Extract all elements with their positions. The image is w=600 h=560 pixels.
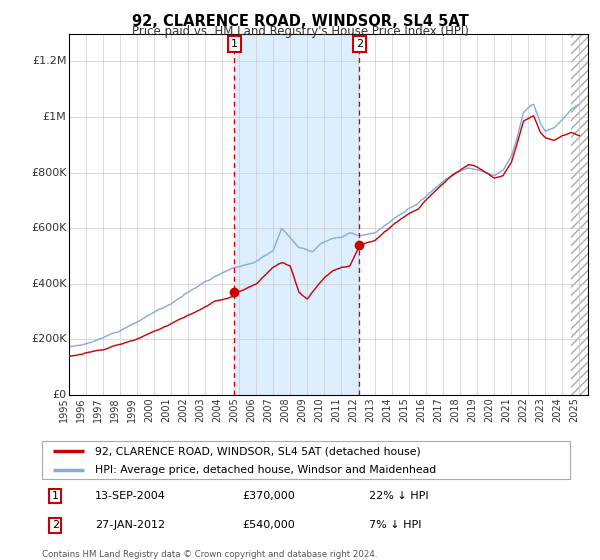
Text: £400K: £400K: [31, 279, 67, 288]
Text: 2007: 2007: [263, 397, 273, 422]
Text: £540,000: £540,000: [242, 520, 295, 530]
Text: 92, CLARENCE ROAD, WINDSOR, SL4 5AT (detached house): 92, CLARENCE ROAD, WINDSOR, SL4 5AT (det…: [95, 446, 421, 456]
Text: 2020: 2020: [484, 397, 494, 422]
Text: 7% ↓ HPI: 7% ↓ HPI: [370, 520, 422, 530]
Text: 27-JAN-2012: 27-JAN-2012: [95, 520, 165, 530]
Text: 2023: 2023: [535, 397, 545, 422]
Text: 2006: 2006: [246, 397, 256, 422]
Text: 1999: 1999: [127, 397, 137, 422]
Text: 2024: 2024: [553, 397, 562, 422]
Text: 2009: 2009: [297, 397, 307, 422]
Text: 13-SEP-2004: 13-SEP-2004: [95, 491, 166, 501]
Text: 2017: 2017: [433, 397, 443, 422]
Text: £1.2M: £1.2M: [32, 57, 67, 67]
Text: 2011: 2011: [331, 397, 341, 422]
Text: 2: 2: [356, 39, 363, 49]
Text: 2015: 2015: [400, 397, 409, 422]
Text: 2025: 2025: [569, 397, 580, 422]
Text: 1998: 1998: [110, 397, 120, 422]
Text: 2005: 2005: [229, 397, 239, 422]
Text: £0: £0: [52, 390, 67, 400]
Text: 22% ↓ HPI: 22% ↓ HPI: [370, 491, 429, 501]
Text: 1: 1: [52, 491, 59, 501]
Text: 2002: 2002: [178, 397, 188, 422]
Text: 2001: 2001: [161, 397, 171, 422]
Text: £800K: £800K: [31, 167, 67, 178]
Bar: [234, 34, 359, 395]
Text: 2018: 2018: [451, 397, 460, 422]
Text: 2014: 2014: [382, 397, 392, 422]
Text: £1M: £1M: [43, 112, 67, 122]
Text: 2022: 2022: [518, 397, 529, 422]
Text: Price paid vs. HM Land Registry's House Price Index (HPI): Price paid vs. HM Land Registry's House …: [131, 25, 469, 38]
Text: 1995: 1995: [59, 397, 69, 422]
Text: £600K: £600K: [31, 223, 67, 233]
FancyBboxPatch shape: [42, 441, 570, 479]
Text: £200K: £200K: [31, 334, 67, 344]
Text: 1996: 1996: [76, 397, 86, 422]
Text: 2016: 2016: [416, 397, 427, 422]
Text: 2013: 2013: [365, 397, 375, 422]
Text: 1997: 1997: [93, 397, 103, 422]
Bar: [571, 34, 588, 395]
Text: £370,000: £370,000: [242, 491, 295, 501]
Text: 2: 2: [52, 520, 59, 530]
Text: 1: 1: [231, 39, 238, 49]
Text: 2008: 2008: [280, 397, 290, 422]
Text: 2012: 2012: [348, 397, 358, 422]
Text: Contains HM Land Registry data © Crown copyright and database right 2024.
This d: Contains HM Land Registry data © Crown c…: [42, 550, 377, 560]
Text: 92, CLARENCE ROAD, WINDSOR, SL4 5AT: 92, CLARENCE ROAD, WINDSOR, SL4 5AT: [131, 14, 469, 29]
Text: HPI: Average price, detached house, Windsor and Maidenhead: HPI: Average price, detached house, Wind…: [95, 465, 436, 475]
Text: 2019: 2019: [467, 397, 478, 422]
Text: 2004: 2004: [212, 397, 222, 422]
Text: 2010: 2010: [314, 397, 324, 422]
Text: 2003: 2003: [195, 397, 205, 422]
Text: 2000: 2000: [144, 397, 154, 422]
Text: 2021: 2021: [502, 397, 511, 422]
